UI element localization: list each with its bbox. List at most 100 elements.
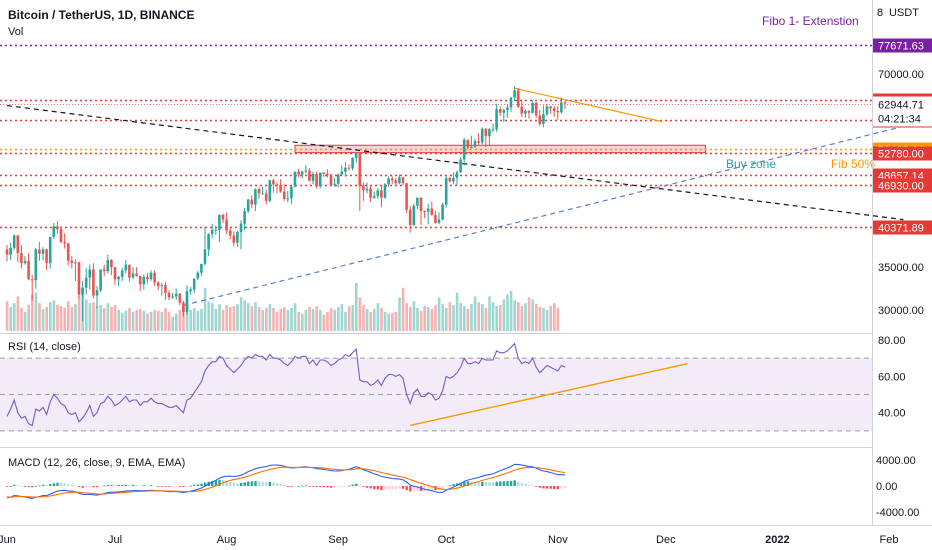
volume-bar <box>423 306 426 331</box>
macd-histogram-bar <box>495 481 498 486</box>
macd-histogram-bar <box>247 481 250 486</box>
volume-bar <box>239 297 243 331</box>
volume-bar <box>290 307 293 331</box>
candle-body <box>131 273 135 278</box>
macd-histogram-bar <box>106 484 110 486</box>
candle-body <box>297 171 300 175</box>
volume-bar <box>41 308 45 331</box>
price-level-badge <box>873 38 932 53</box>
currency-label: USDT <box>889 7 919 19</box>
macd-histogram-bar <box>448 485 452 487</box>
candle-body <box>153 272 156 283</box>
volume-bar <box>225 305 228 331</box>
candle-body <box>412 205 416 226</box>
macd-histogram-bar <box>117 485 120 486</box>
volume-bar <box>38 303 41 331</box>
macd-histogram-bar <box>452 484 455 486</box>
macd-histogram-bar <box>527 485 531 487</box>
rsi-tick-label: 60.00 <box>878 371 906 383</box>
volume-bar <box>99 305 102 331</box>
price-tick-label: 35000.00 <box>878 262 924 274</box>
macd-histogram-bar <box>358 485 362 486</box>
macd-histogram-bar <box>149 485 153 487</box>
candle-body <box>347 167 351 169</box>
candle-body <box>362 185 365 191</box>
candle-body <box>9 247 12 255</box>
volume-bar <box>5 301 9 331</box>
time-tick-label: Aug <box>217 534 237 546</box>
candle-body <box>196 272 200 279</box>
volume-bar <box>506 294 509 331</box>
macd-histogram-bar <box>85 486 88 488</box>
candle-body <box>128 264 131 278</box>
trendline-long-term-down <box>6 104 904 221</box>
price-level-badge <box>873 146 932 161</box>
macd-histogram-bar <box>52 483 56 486</box>
macd-histogram-bar <box>139 485 142 487</box>
price-axis[interactable]: 30000.0035000.0070000.0077671.6363800.00… <box>873 38 932 318</box>
candle-body <box>20 253 23 264</box>
macd-histogram-bar <box>225 480 228 486</box>
candle-body <box>48 236 52 264</box>
macd-histogram-bar <box>160 486 164 487</box>
candle-body <box>210 229 214 235</box>
candle-body <box>520 106 524 114</box>
candle-body <box>430 208 434 215</box>
macd-histogram-bar <box>369 486 372 489</box>
candle-body <box>5 249 9 255</box>
volume-bar <box>502 299 506 331</box>
candle-body <box>502 110 506 113</box>
candle-body <box>192 278 196 290</box>
macd-histogram-bar <box>373 486 376 490</box>
candle-body <box>419 197 423 212</box>
macd-histogram-bar <box>376 486 380 490</box>
volume-bar <box>279 308 282 331</box>
volume-bar <box>459 303 462 331</box>
candle-body <box>113 267 117 280</box>
candle-body <box>383 184 387 198</box>
macd-histogram-bar <box>538 486 542 488</box>
macd-pane[interactable]: 4000.00 0.00 -4000.00 <box>5 455 920 519</box>
candle-body <box>261 193 264 195</box>
time-axis[interactable]: Jun Jul Aug Sep Oct Nov Dec 2022 Feb <box>0 534 898 546</box>
macd-histogram-bar <box>347 485 351 487</box>
candle-body <box>268 180 272 201</box>
volume-bar <box>283 307 286 331</box>
macd-histogram-bar <box>394 486 398 490</box>
time-tick-label: 2022 <box>765 534 789 546</box>
candle-body <box>207 234 210 250</box>
candle-body <box>344 167 347 172</box>
volume-bar <box>362 305 365 331</box>
volume-bar <box>517 302 520 331</box>
candle-body <box>326 173 329 175</box>
candle-body <box>81 287 84 295</box>
volume-bar <box>157 310 160 331</box>
macd-histogram-bar <box>113 485 117 486</box>
candle-body <box>34 249 38 281</box>
volume-bar <box>200 308 203 331</box>
candle-body <box>63 241 66 244</box>
candle-body <box>59 229 63 242</box>
volume-bar <box>293 303 297 331</box>
volume-bar <box>542 307 545 331</box>
candle-body <box>106 259 110 272</box>
candle-body <box>160 285 164 287</box>
volume-bar <box>391 312 394 331</box>
volume-bars <box>5 283 560 331</box>
macd-histogram-bar <box>315 486 318 488</box>
volume-bar <box>193 307 196 331</box>
macd-histogram-bar <box>322 486 326 488</box>
candle-body <box>527 110 531 113</box>
macd-histogram-bar <box>131 484 135 486</box>
volume-bar <box>373 308 376 331</box>
volume-bar <box>31 295 34 331</box>
volume-bar <box>326 311 329 331</box>
candle-body <box>110 259 113 268</box>
candle-body <box>466 139 470 148</box>
volume-bar <box>121 312 124 331</box>
macd-histogram-bar <box>77 486 81 487</box>
macd-histogram-bar <box>441 486 444 489</box>
price-pane[interactable] <box>0 44 904 332</box>
rsi-pane[interactable]: 40.00 60.00 80.00 <box>0 335 906 432</box>
